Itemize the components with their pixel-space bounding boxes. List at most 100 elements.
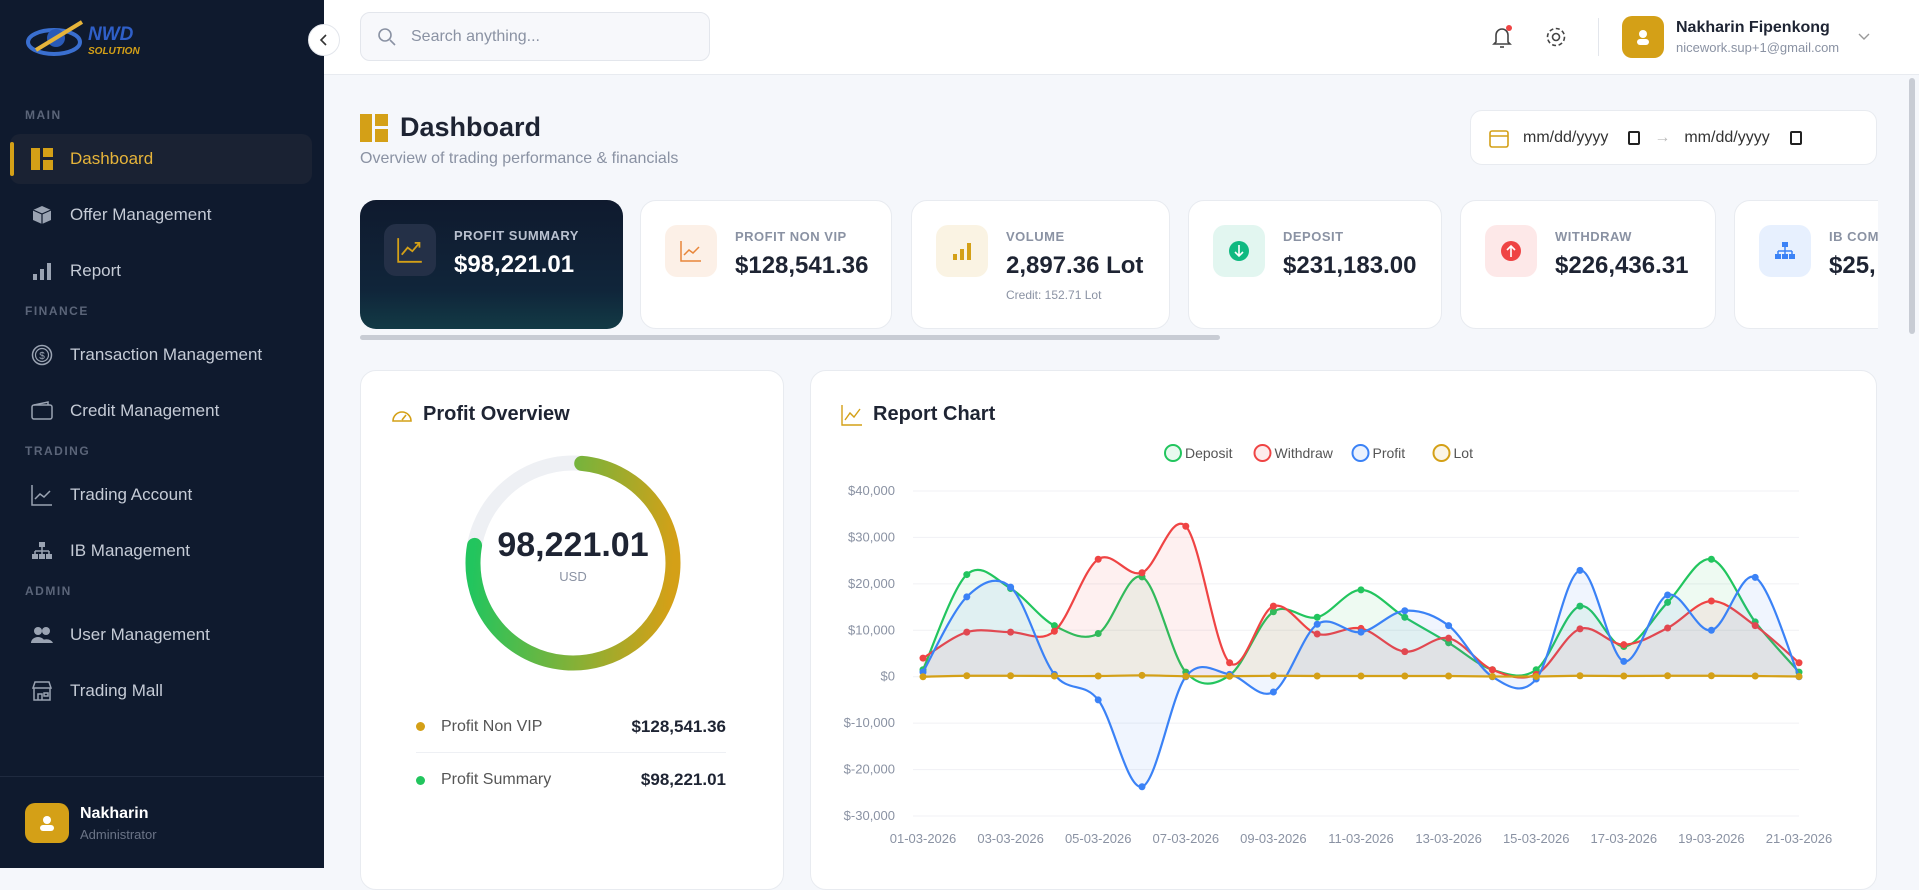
horizontal-scrollbar[interactable] — [360, 335, 1220, 340]
data-point-withdraw[interactable] — [1094, 555, 1102, 563]
data-point-lot[interactable] — [1445, 672, 1453, 680]
user-menu[interactable]: Nakharin Fipenkong nicework.sup+1@gmail.… — [1622, 16, 1871, 58]
legend-label[interactable]: Lot — [1454, 445, 1474, 461]
data-point-deposit[interactable] — [1401, 613, 1409, 621]
data-point-withdraw[interactable] — [1138, 569, 1146, 577]
data-point-profit[interactable] — [1094, 696, 1102, 704]
data-point-profit[interactable] — [1576, 566, 1584, 574]
data-point-withdraw[interactable] — [1488, 666, 1496, 674]
data-point-deposit[interactable] — [1357, 586, 1365, 594]
stat-card-profit-summary[interactable]: PROFIT SUMMARY $98,221.01 — [360, 200, 623, 329]
data-point-lot[interactable] — [1620, 672, 1628, 680]
date-to-input[interactable]: mm/dd/yyyy — [1684, 128, 1770, 146]
data-point-deposit[interactable] — [1707, 555, 1715, 563]
data-point-lot[interactable] — [1357, 672, 1365, 680]
logo[interactable]: NWD SOLUTION — [26, 14, 176, 64]
data-point-lot[interactable] — [1313, 672, 1321, 680]
data-point-profit[interactable] — [1620, 657, 1628, 665]
legend-marker[interactable] — [1164, 444, 1182, 462]
data-point-profit[interactable] — [963, 593, 971, 601]
data-point-lot[interactable] — [1182, 672, 1190, 680]
data-point-lot[interactable] — [1488, 672, 1496, 680]
data-point-withdraw[interactable] — [1050, 627, 1058, 635]
data-point-profit[interactable] — [1313, 620, 1321, 628]
data-point-profit[interactable] — [1707, 626, 1715, 634]
data-point-lot[interactable] — [919, 673, 927, 681]
search-input[interactable]: Search anything... — [360, 12, 710, 61]
data-point-withdraw[interactable] — [1795, 659, 1803, 667]
notifications-button[interactable] — [1490, 24, 1514, 55]
legend-label[interactable]: Withdraw — [1275, 445, 1334, 461]
legend-marker[interactable] — [1351, 444, 1370, 462]
data-point-deposit[interactable] — [1664, 598, 1672, 606]
sidebar-item-trading-mall[interactable]: Trading Mall — [10, 666, 312, 716]
data-point-lot[interactable] — [1226, 672, 1234, 680]
data-point-deposit[interactable] — [963, 571, 971, 579]
data-point-deposit[interactable] — [1269, 608, 1277, 616]
data-point-lot[interactable] — [1707, 672, 1715, 680]
stat-card-volume[interactable]: VOLUME 2,897.36 Lot Credit: 152.71 Lot — [911, 200, 1170, 329]
data-point-lot[interactable] — [963, 672, 971, 680]
data-point-profit[interactable] — [1007, 583, 1015, 591]
sidebar-item-report[interactable]: Report — [10, 246, 312, 296]
calendar-icon[interactable] — [1628, 130, 1641, 145]
data-point-withdraw[interactable] — [1226, 659, 1234, 667]
data-point-lot[interactable] — [1094, 672, 1102, 680]
data-point-profit[interactable] — [1445, 622, 1453, 630]
data-point-profit[interactable] — [1751, 573, 1759, 581]
settings-button[interactable] — [1544, 25, 1568, 54]
legend-label[interactable]: Profit — [1373, 445, 1406, 461]
data-point-withdraw[interactable] — [1182, 522, 1190, 530]
data-point-withdraw[interactable] — [1269, 602, 1277, 610]
data-point-deposit[interactable] — [1313, 613, 1321, 621]
data-point-withdraw[interactable] — [963, 628, 971, 636]
data-point-lot[interactable] — [1050, 672, 1058, 680]
data-point-lot[interactable] — [1532, 672, 1540, 680]
data-point-withdraw[interactable] — [1401, 648, 1409, 656]
data-point-lot[interactable] — [1269, 672, 1277, 680]
data-point-withdraw[interactable] — [1751, 622, 1759, 630]
data-point-withdraw[interactable] — [1664, 624, 1672, 632]
data-point-lot[interactable] — [1795, 672, 1803, 680]
sidebar-item-user-management[interactable]: User Management — [10, 610, 312, 660]
legend-marker[interactable] — [1432, 444, 1451, 462]
data-point-profit[interactable] — [1269, 688, 1277, 696]
data-point-deposit[interactable] — [1094, 630, 1102, 638]
sidebar-item-transaction-management[interactable]: $ Transaction Management — [10, 330, 312, 380]
data-point-deposit[interactable] — [1576, 602, 1584, 610]
legend-marker[interactable] — [1253, 444, 1272, 462]
data-point-lot[interactable] — [1664, 672, 1672, 680]
sidebar-item-ib-management[interactable]: IB Management — [10, 526, 312, 576]
collapse-sidebar-button[interactable] — [308, 24, 340, 56]
data-point-withdraw[interactable] — [1007, 628, 1015, 636]
data-point-profit[interactable] — [1664, 591, 1672, 599]
stat-card-withdraw[interactable]: WITHDRAW $226,436.31 — [1460, 200, 1716, 329]
data-point-profit[interactable] — [1401, 607, 1409, 615]
data-point-lot[interactable] — [1138, 671, 1146, 679]
data-point-profit[interactable] — [1138, 783, 1146, 791]
data-point-withdraw[interactable] — [1707, 597, 1715, 605]
stat-card-deposit[interactable]: DEPOSIT $231,183.00 — [1188, 200, 1442, 329]
data-point-withdraw[interactable] — [1445, 634, 1453, 642]
legend-label[interactable]: Deposit — [1185, 445, 1233, 461]
data-point-withdraw[interactable] — [1620, 641, 1628, 649]
data-point-lot[interactable] — [1007, 672, 1015, 680]
data-point-lot[interactable] — [1401, 672, 1409, 680]
calendar-icon[interactable] — [1789, 130, 1802, 145]
sidebar-item-credit-management[interactable]: Credit Management — [10, 386, 312, 436]
vertical-scrollbar[interactable] — [1909, 78, 1915, 334]
data-point-profit[interactable] — [1357, 628, 1365, 636]
stat-card-ib-com[interactable]: IB COM $25, — [1734, 200, 1878, 329]
sidebar-item-trading-account[interactable]: Trading Account — [10, 470, 312, 520]
data-point-withdraw[interactable] — [919, 654, 927, 662]
stat-card-profit-non-vip[interactable]: PROFIT NON VIP $128,541.36 — [640, 200, 892, 329]
data-point-lot[interactable] — [1751, 672, 1759, 680]
data-point-deposit[interactable] — [1050, 622, 1058, 630]
data-point-lot[interactable] — [1576, 672, 1584, 680]
sidebar-item-offer-management[interactable]: Offer Management — [10, 190, 312, 240]
data-point-withdraw[interactable] — [1313, 630, 1321, 638]
data-point-withdraw[interactable] — [1576, 625, 1584, 633]
sidebar-item-dashboard[interactable]: Dashboard — [10, 134, 312, 184]
sidebar-user[interactable]: Nakharin Administrator — [0, 776, 324, 868]
date-from-input[interactable]: mm/dd/yyyy — [1523, 128, 1609, 146]
